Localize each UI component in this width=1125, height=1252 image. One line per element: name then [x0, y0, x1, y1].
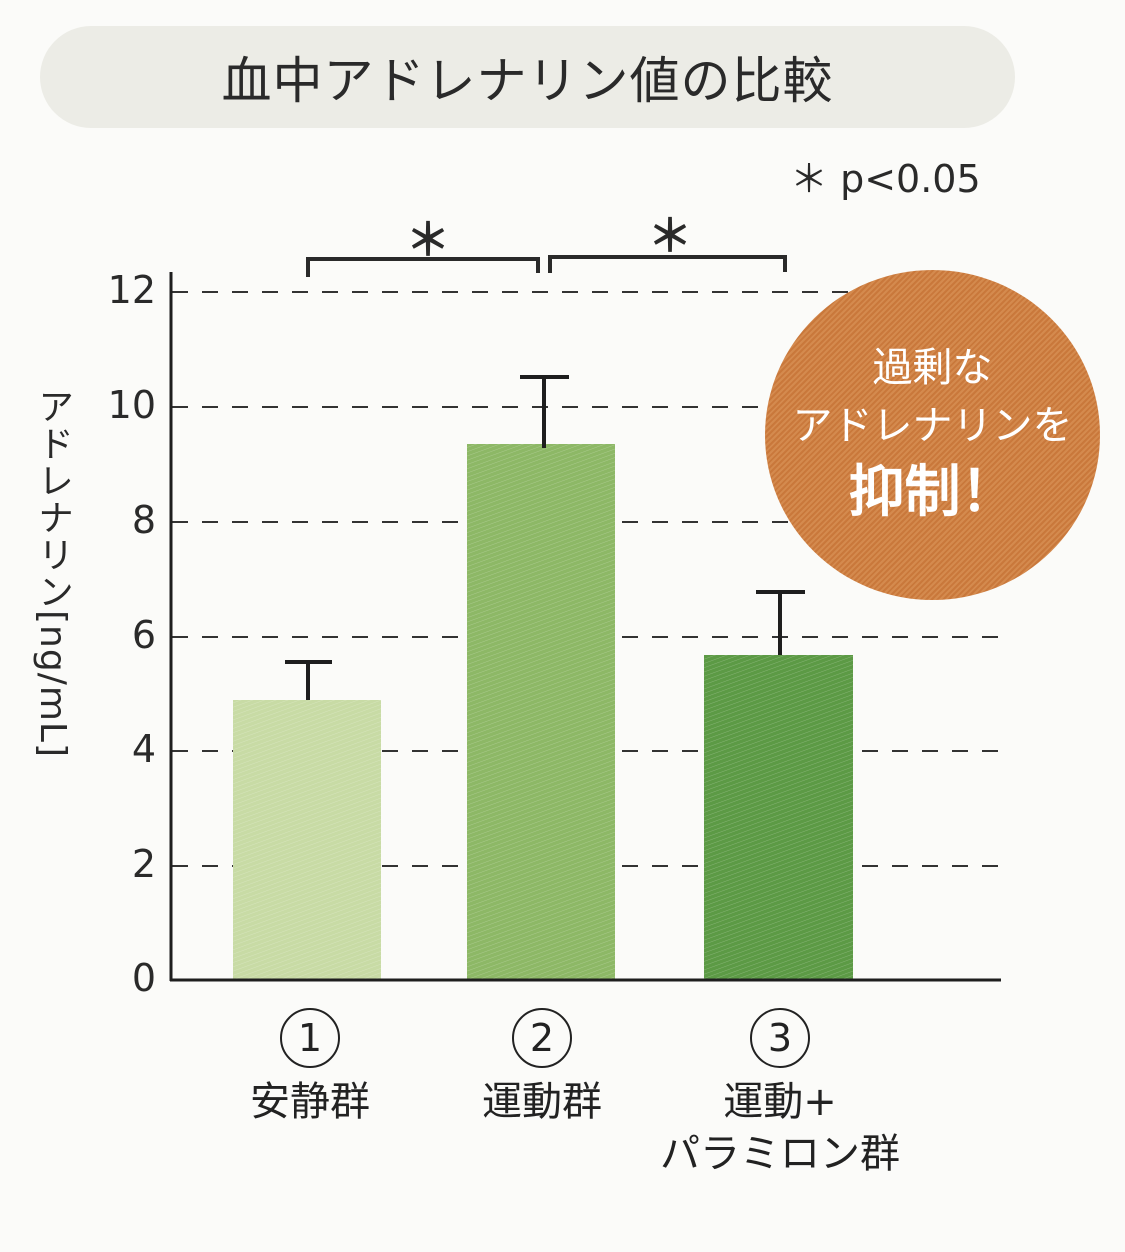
significance-note: ＊ p<0.05 — [790, 157, 981, 201]
category-label-3a: 運動+ — [723, 1079, 837, 1125]
y-tick-12: 12 — [107, 268, 156, 312]
y-tick-6: 6 — [131, 613, 156, 657]
badge-line-3: 抑制！ — [848, 460, 1017, 525]
category-label-2: 運動群 — [482, 1079, 602, 1125]
y-tick-0: 0 — [131, 956, 156, 1000]
y-tick-8: 8 — [131, 498, 156, 542]
chart-title-pill: 血中アドレナリン値の比較 — [40, 26, 1015, 128]
y-tick-2: 2 — [131, 842, 156, 886]
y-tick-10: 10 — [107, 383, 156, 427]
category-label-1: 安静群 — [250, 1079, 370, 1125]
badge-line-1: 過剰な — [872, 345, 993, 391]
significance-asterisk-1-2: ＊ — [406, 215, 450, 266]
y-axis-label: アドレナリン[ng/mL] — [32, 388, 73, 759]
error-bars — [285, 375, 805, 700]
y-tick-4: 4 — [131, 727, 156, 771]
category-number-3: 3 — [750, 1008, 810, 1068]
callout-badge: 過剰な アドレナリンを 抑制！ — [765, 270, 1100, 600]
significance-asterisk-2-3: ＊ — [648, 211, 692, 262]
bar-rest — [233, 700, 381, 980]
significance-brackets — [306, 255, 787, 277]
category-number-1: 1 — [280, 1008, 340, 1068]
bar-exercise — [467, 444, 615, 980]
category-label-3b: パラミロン群 — [660, 1131, 900, 1177]
category-rest: 1 安静群 — [210, 1008, 410, 1128]
category-number-2: 2 — [512, 1008, 572, 1068]
category-exercise: 2 運動群 — [442, 1008, 642, 1128]
bars — [233, 444, 853, 980]
category-exercise-paramylon: 3 運動+ パラミロン群 — [640, 1008, 920, 1180]
chart-title: 血中アドレナリン値の比較 — [221, 52, 834, 110]
badge-line-2: アドレナリンを — [792, 403, 1073, 449]
bar-exercise-paramylon — [704, 655, 853, 980]
